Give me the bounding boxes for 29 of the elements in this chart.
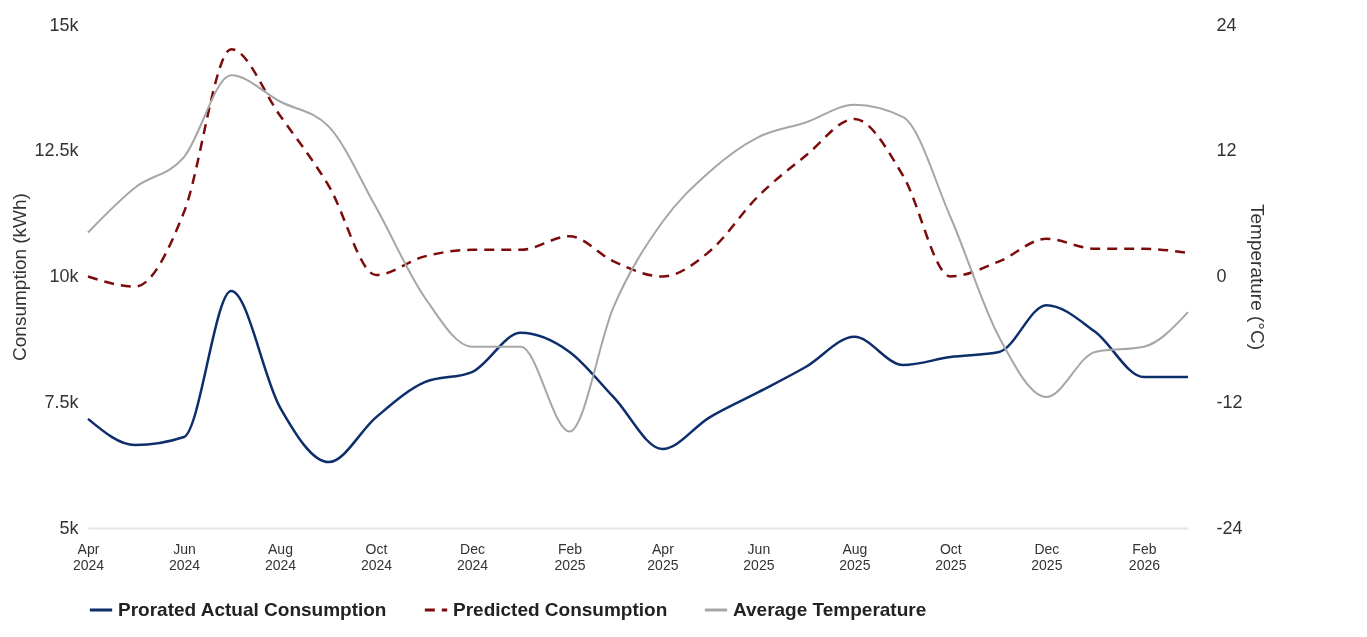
x-tick-label: Jun 2025 — [743, 540, 775, 573]
x-tick-label: Apr 2024 — [72, 540, 105, 573]
y2-tick-label: -12 — [1216, 391, 1243, 412]
y-axis-title: Consumption (kWh) — [9, 193, 31, 361]
y-tick-label: 5k — [59, 517, 80, 538]
x-tick-label: Aug 2024 — [264, 540, 297, 573]
y2-tick-label: 24 — [1216, 14, 1237, 35]
y2-tick-label: -24 — [1216, 517, 1243, 538]
y-tick-label: 7.5k — [44, 391, 80, 412]
x-tick-label: Apr 2025 — [647, 540, 679, 573]
y2-tick-label: 12 — [1216, 140, 1237, 161]
x-tick-label: Oct 2024 — [360, 540, 393, 573]
line-series — [87, 74, 1189, 433]
y-tick-label: 10k — [49, 266, 80, 286]
x-tick-label: Aug 2025 — [839, 540, 871, 573]
x-tick-label: Dec 2025 — [1031, 540, 1063, 573]
y-tick-label: 15k — [49, 14, 80, 35]
x-tick-label: Jun 2024 — [168, 540, 201, 573]
y-tick-label: 12.5k — [34, 140, 80, 161]
y2-tick-label: 0 — [1216, 266, 1227, 286]
x-tick-label: Oct 2025 — [935, 540, 967, 573]
legend-label: Average Temperature — [733, 599, 927, 620]
x-tick-label: Feb 2025 — [554, 540, 586, 573]
x-tick-label: Dec 2024 — [456, 540, 489, 573]
y2-axis-title: Temperature (°C) — [1246, 204, 1268, 350]
x-tick-label: Feb 2026 — [1128, 540, 1161, 573]
line-series — [86, 289, 1190, 464]
legend-label: Predicted Consumption — [453, 599, 668, 620]
legend-label: Prorated Actual Consumption — [118, 599, 387, 620]
